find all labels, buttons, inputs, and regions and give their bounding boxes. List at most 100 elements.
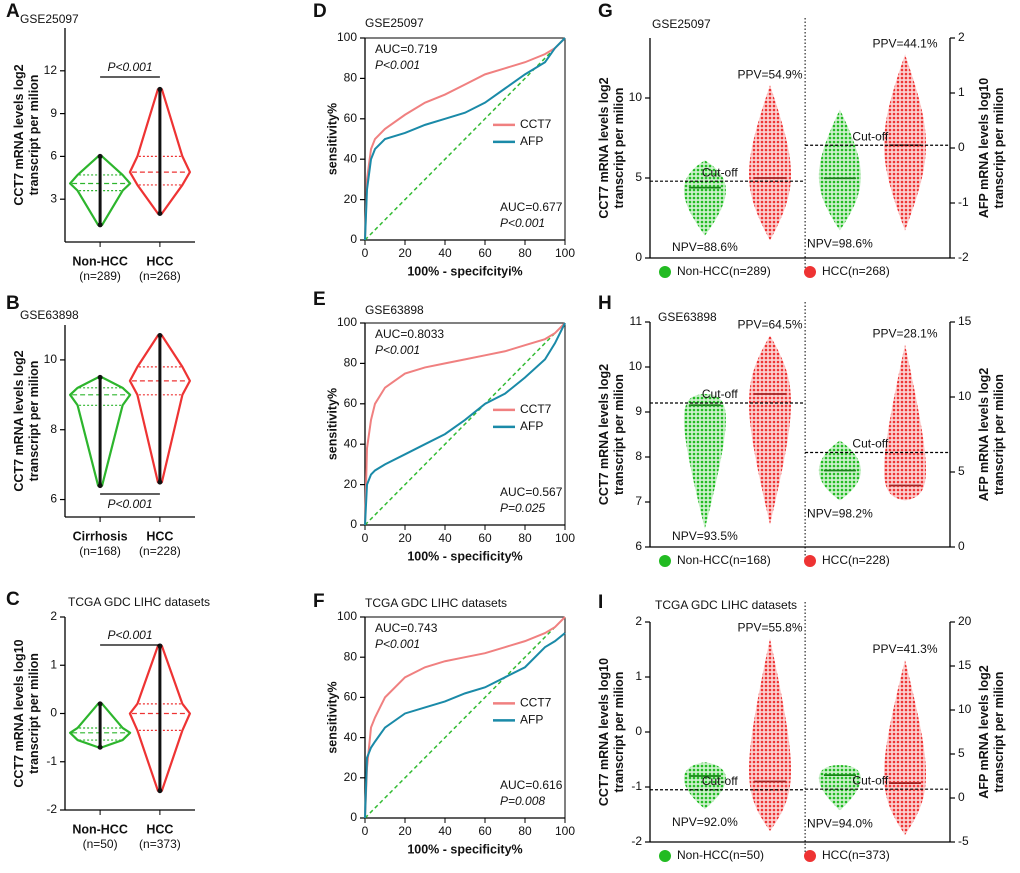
n-label: (n=168) bbox=[79, 544, 121, 558]
panel-title: GSE25097 bbox=[20, 12, 79, 26]
category-label: HCC bbox=[146, 822, 173, 836]
x-tick-label: 80 bbox=[518, 246, 532, 260]
roc-curve bbox=[364, 322, 566, 526]
y-tick-label: 10 bbox=[629, 359, 643, 373]
panel-title: GSE63898 bbox=[365, 303, 424, 317]
x-tick-label: 60 bbox=[478, 246, 492, 260]
ppv-label: PPV=64.5% bbox=[737, 318, 802, 332]
legend-label: Non-HCC(n=289) bbox=[677, 264, 771, 278]
extreme-point bbox=[97, 153, 103, 159]
y-tick-label: -1 bbox=[631, 779, 642, 793]
y-tick-label: 40 bbox=[344, 436, 358, 450]
dot-cloud bbox=[749, 85, 791, 241]
roc-stat: AUC=0.616 bbox=[500, 778, 563, 792]
roc-stat: AUC=0.743 bbox=[375, 621, 438, 635]
cutoff-label: Cut-off bbox=[852, 437, 888, 451]
panel-letter: F bbox=[313, 591, 325, 612]
y-tick-label: 1 bbox=[958, 85, 965, 99]
extreme-point bbox=[157, 86, 163, 92]
legend-label: Non-HCC(n=168) bbox=[677, 553, 771, 567]
y-tick-label: 20 bbox=[344, 192, 358, 206]
extreme-point bbox=[157, 479, 163, 485]
y-tick-label: 40 bbox=[344, 151, 358, 165]
n-label: (n=268) bbox=[139, 269, 181, 283]
x-tick-label: 40 bbox=[438, 531, 452, 545]
dot-cloud bbox=[818, 109, 861, 231]
dot-cloud bbox=[683, 160, 726, 236]
roc-stat: P<0.001 bbox=[500, 216, 545, 230]
panel-letter: D bbox=[313, 1, 327, 22]
extreme-point bbox=[97, 222, 103, 228]
cutoff-label: Cut-off bbox=[852, 129, 888, 143]
axis-label: sensitivity% bbox=[325, 388, 339, 460]
y-tick-label: 0 bbox=[958, 790, 965, 804]
axis-label: CCT7 mRNA levels log2 bbox=[597, 77, 611, 218]
y-tick-label: 80 bbox=[344, 356, 358, 370]
npv-label: NPV=93.5% bbox=[672, 529, 738, 543]
x-tick-label: 100 bbox=[555, 246, 575, 260]
reference-line bbox=[364, 322, 566, 526]
y-tick-label: 0 bbox=[350, 810, 357, 824]
legend-label: AFP bbox=[520, 713, 543, 727]
y-tick-label: 5 bbox=[958, 746, 965, 760]
y-tick-label: 20 bbox=[958, 614, 972, 628]
panel-letter: C bbox=[6, 589, 20, 610]
x-tick-label: 0 bbox=[362, 531, 369, 545]
panel-letter: G bbox=[598, 1, 613, 22]
axis-label: transcript per milion bbox=[27, 75, 41, 196]
axis-label: transcript per milion bbox=[612, 374, 626, 495]
roc-stat: AUC=0.719 bbox=[375, 42, 438, 56]
y-tick-label: 1 bbox=[50, 657, 57, 671]
roc-stat: P<0.001 bbox=[375, 58, 420, 72]
y-tick-label: 3 bbox=[50, 191, 57, 205]
reference-line bbox=[364, 37, 566, 241]
x-tick-label: 40 bbox=[438, 246, 452, 260]
y-tick-label: 8 bbox=[50, 422, 57, 436]
y-tick-label: 0 bbox=[350, 232, 357, 246]
axis-label: CCT7 mRNA levels log10 bbox=[597, 658, 611, 806]
y-tick-label: 6 bbox=[635, 539, 642, 553]
extreme-point bbox=[97, 483, 103, 489]
y-tick-label: 100 bbox=[337, 315, 357, 329]
legend-label: CCT7 bbox=[520, 402, 552, 416]
roc-stat: P=0.025 bbox=[500, 501, 545, 515]
axis-label: transcript per milion bbox=[27, 361, 41, 482]
y-tick-label: 100 bbox=[337, 30, 357, 44]
axis-label: transcript per milion bbox=[27, 653, 41, 774]
y-tick-label: -2 bbox=[958, 250, 969, 264]
y-tick-label: 60 bbox=[344, 690, 358, 704]
y-tick-label: 0 bbox=[635, 724, 642, 738]
y-tick-label: 100 bbox=[337, 609, 357, 623]
category-label: Non-HCC bbox=[72, 822, 128, 836]
x-tick-label: 60 bbox=[478, 531, 492, 545]
panel-letter: A bbox=[6, 1, 20, 22]
y-tick-label: -1 bbox=[958, 195, 969, 209]
y-tick-label: 0 bbox=[635, 250, 642, 264]
x-tick-label: 0 bbox=[362, 824, 369, 838]
y-tick-label: 5 bbox=[958, 464, 965, 478]
dot-cloud bbox=[818, 765, 861, 811]
y-tick-label: -2 bbox=[46, 802, 57, 816]
roc-stat: AUC=0.8033 bbox=[375, 327, 444, 341]
legend-label: HCC(n=268) bbox=[822, 264, 890, 278]
y-tick-label: 7 bbox=[635, 494, 642, 508]
panel-title: GSE63898 bbox=[658, 310, 717, 324]
n-label: (n=50) bbox=[83, 837, 118, 851]
x-tick-label: 80 bbox=[518, 531, 532, 545]
roc-stat: P=0.008 bbox=[500, 794, 545, 808]
x-tick-label: 100 bbox=[555, 824, 575, 838]
legend-label: AFP bbox=[520, 134, 543, 148]
y-tick-label: 9 bbox=[635, 404, 642, 418]
extreme-point bbox=[157, 210, 163, 216]
y-tick-label: 0 bbox=[958, 539, 965, 553]
x-axis-label: 100% - specifcityi% bbox=[407, 264, 522, 278]
legend-dot bbox=[659, 555, 671, 567]
x-tick-label: 20 bbox=[398, 246, 412, 260]
axis-label: transcript per milion bbox=[992, 374, 1006, 495]
legend-label: HCC(n=373) bbox=[822, 848, 890, 862]
roc-curve bbox=[364, 37, 566, 241]
y-tick-label: 2 bbox=[635, 614, 642, 628]
y-tick-label: 10 bbox=[629, 90, 643, 104]
